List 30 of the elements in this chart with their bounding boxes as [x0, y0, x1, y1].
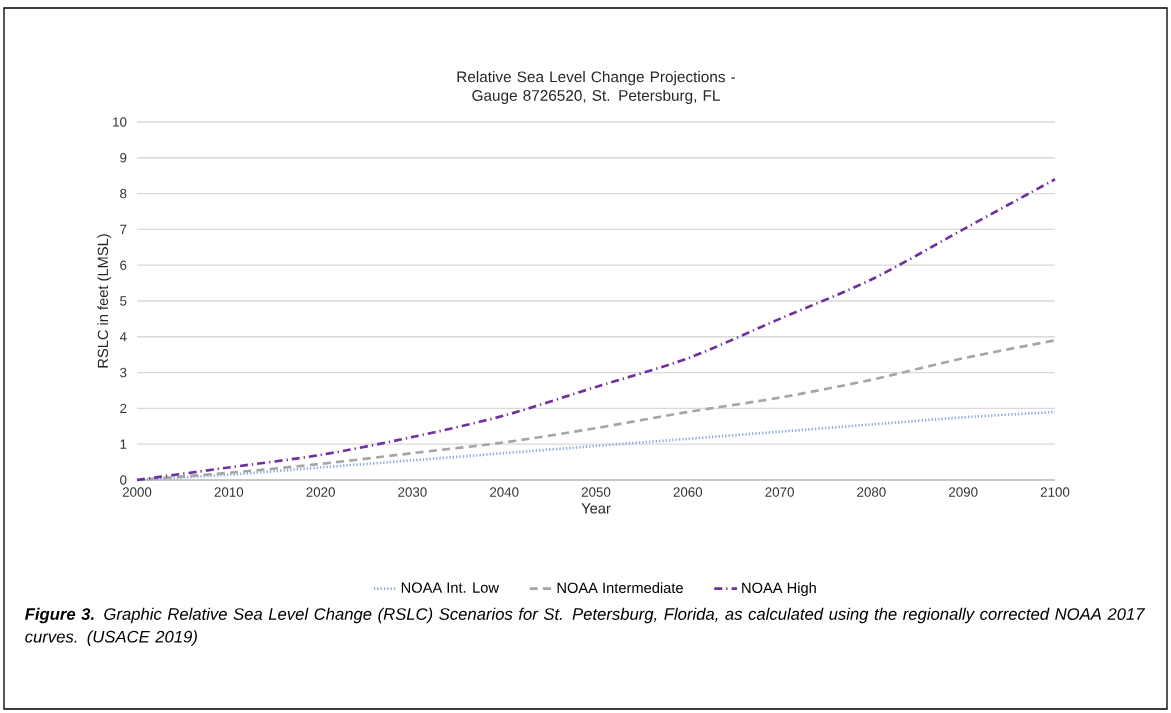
line-series	[135, 177, 1057, 482]
x-tick-label: 2060	[673, 487, 703, 497]
x-tick-label: 2080	[857, 487, 886, 497]
y-tick-label: 7	[120, 224, 127, 234]
x-tick-label: 2040	[490, 487, 519, 497]
y-tick-label: 1	[120, 439, 127, 449]
x-tick-label: 2100	[1040, 487, 1070, 497]
y-tick-label: 8	[120, 188, 127, 199]
y-tick-label: 5	[120, 296, 127, 306]
y-axis-title: RSLC in feet (LMSL)	[97, 234, 111, 368]
y-tick-label: 0	[120, 475, 127, 485]
x-tick-label: 2020	[306, 487, 335, 497]
y-tick-label: 6	[120, 260, 127, 270]
y-tick-label: 9	[120, 153, 127, 163]
chart-title: Relative Sea Level Change Projections - Gauge 8726520, St. Petersburg, FL	[457, 70, 736, 104]
x-tick-label: 2050	[581, 487, 611, 497]
y-tick-label: 2	[120, 403, 127, 414]
x-axis-title: Year	[581, 503, 611, 514]
x-tick-label: 2090	[949, 487, 978, 497]
x-tick-label: 2010	[214, 487, 244, 497]
legend-label: NOAA High	[742, 582, 816, 596]
x-tick-label: 2070	[765, 487, 794, 497]
x-tick-label: 2030	[398, 487, 427, 497]
legend-label: NOAA Int. Low	[401, 582, 500, 593]
y-tick-label: 4	[119, 332, 127, 342]
y-tick-label: 10	[113, 117, 127, 127]
y-tick-label: 3	[120, 367, 127, 378]
text: Figure 3. Graphic Relative Sea Level Change (RSLC) Scenarios for St. Petersburg, Florida, as calculated using the regionally corrected NOAA 2017 curves. (USACE 2019)	[25, 607, 1146, 646]
x-tick-label: 2000	[122, 487, 152, 497]
legend-label: NOAA Intermediate	[557, 582, 683, 594]
